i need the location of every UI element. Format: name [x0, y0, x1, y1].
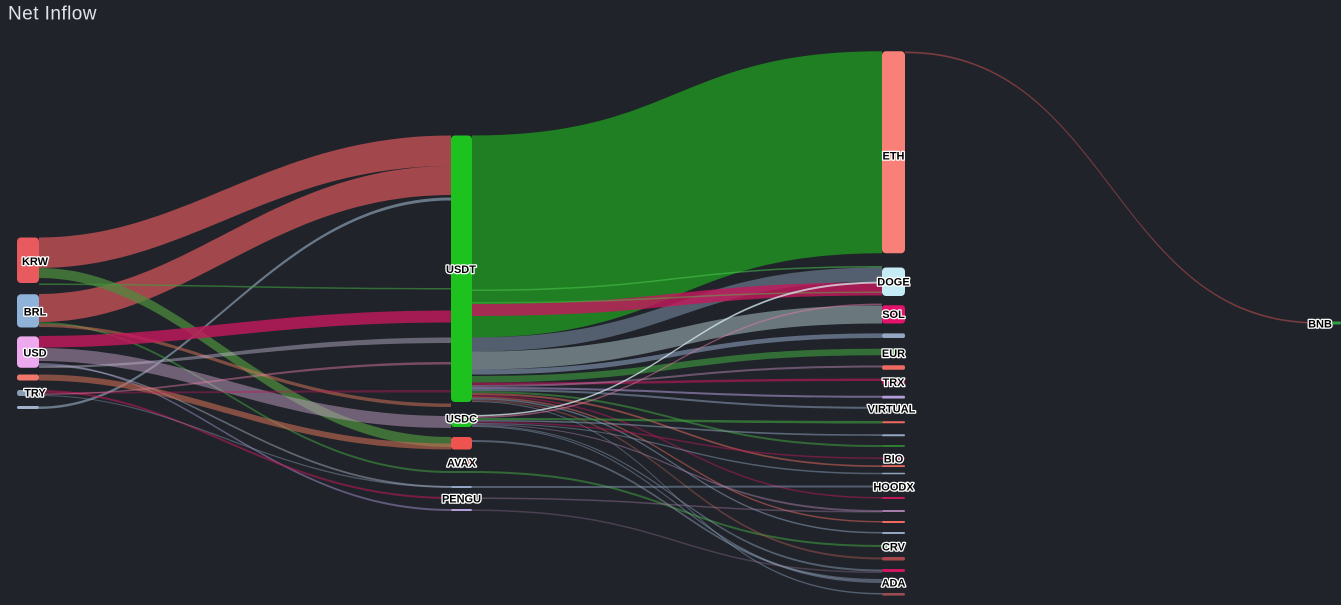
svg-text:AVAX: AVAX	[447, 457, 477, 469]
svg-text:SOL: SOL	[882, 309, 905, 321]
svg-text:USDC: USDC	[446, 414, 477, 426]
svg-text:KRW: KRW	[22, 256, 49, 268]
svg-text:HOODX: HOODX	[873, 482, 914, 494]
svg-text:DOGE: DOGE	[877, 277, 909, 289]
svg-text:CRV: CRV	[882, 542, 906, 554]
svg-text:VIRTUAL: VIRTUAL	[868, 404, 916, 416]
svg-text:TRY: TRY	[24, 388, 46, 400]
svg-text:TRX: TRX	[883, 377, 906, 389]
svg-text:BNB: BNB	[1308, 318, 1332, 330]
svg-text:USDT: USDT	[446, 264, 476, 276]
svg-text:PENGU: PENGU	[442, 493, 481, 505]
svg-text:BIO: BIO	[884, 454, 904, 466]
svg-text:ADA: ADA	[882, 578, 906, 590]
svg-text:Net Inflow: Net Inflow	[8, 3, 97, 24]
svg-text:BRL: BRL	[24, 306, 47, 318]
svg-text:USD: USD	[23, 348, 46, 360]
svg-text:EUR: EUR	[882, 348, 905, 360]
svg-text:ETH: ETH	[883, 151, 905, 163]
